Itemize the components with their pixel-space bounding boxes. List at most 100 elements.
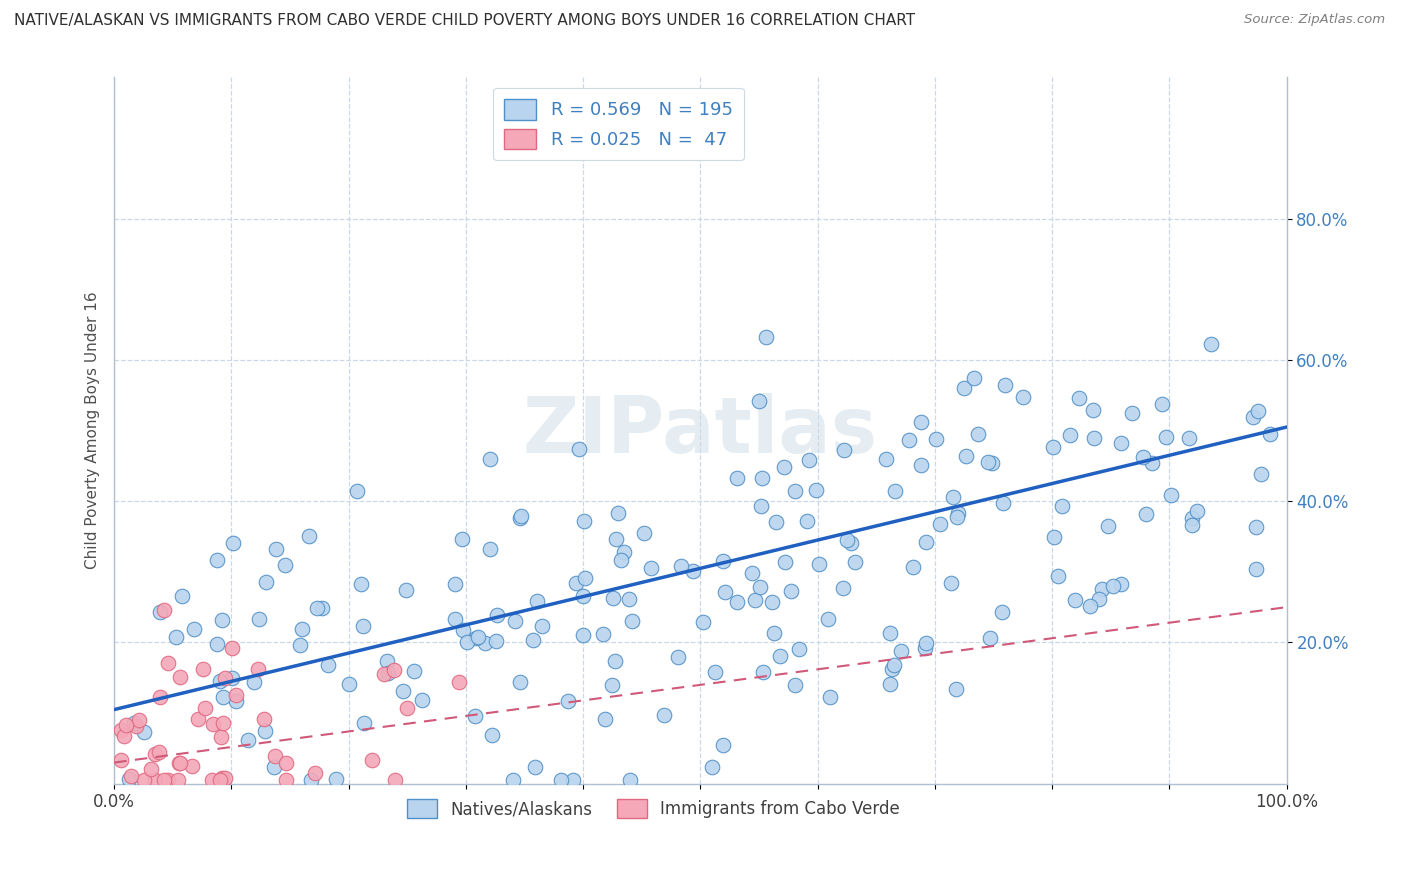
Point (502, 773, 524, 788)
Point (605, 532, 627, 546)
Point (610, 552, 633, 566)
Point (785, 483, 807, 498)
Point (247, 612, 270, 626)
Point (914, 640, 936, 655)
Point (485, 634, 508, 648)
Point (1109, 436, 1132, 450)
Point (1097, 519, 1119, 533)
Point (1043, 530, 1066, 544)
Point (875, 452, 897, 467)
Point (704, 665, 727, 680)
Point (202, 717, 225, 731)
Point (503, 614, 526, 628)
Point (201, 773, 224, 788)
Point (1241, 410, 1264, 425)
Point (1185, 504, 1208, 518)
Point (1042, 440, 1064, 454)
Point (118, 772, 141, 786)
Point (481, 728, 503, 742)
Point (375, 654, 398, 668)
Point (572, 628, 595, 642)
Point (225, 694, 247, 708)
Point (725, 595, 748, 609)
Point (384, 773, 406, 788)
Point (350, 576, 373, 591)
Point (783, 678, 806, 692)
Point (592, 627, 614, 641)
Point (682, 564, 704, 578)
Point (205, 637, 228, 651)
Point (149, 605, 172, 619)
Text: Source: ZipAtlas.com: Source: ZipAtlas.com (1244, 13, 1385, 27)
Point (276, 773, 298, 788)
Point (807, 557, 830, 571)
Point (1012, 390, 1035, 404)
Point (236, 733, 259, 747)
Point (266, 541, 288, 556)
Point (702, 760, 724, 774)
Point (1132, 450, 1154, 465)
Point (796, 514, 818, 528)
Point (456, 635, 478, 649)
Y-axis label: Child Poverty Among Boys Under 16: Child Poverty Among Boys Under 16 (86, 292, 100, 569)
Point (169, 670, 191, 684)
Point (574, 514, 596, 528)
Point (787, 642, 810, 657)
Point (744, 593, 766, 607)
Point (170, 590, 193, 604)
Point (391, 683, 413, 698)
Point (1244, 561, 1267, 575)
Point (946, 509, 969, 524)
Point (143, 773, 166, 788)
Point (254, 574, 277, 589)
Point (115, 718, 138, 732)
Point (915, 535, 938, 549)
Point (149, 690, 172, 704)
Point (1059, 427, 1081, 442)
Point (509, 674, 531, 689)
Point (711, 738, 734, 752)
Point (526, 593, 548, 607)
Point (1135, 507, 1157, 521)
Point (561, 773, 583, 788)
Point (879, 625, 901, 640)
Point (1152, 397, 1174, 411)
Point (221, 640, 243, 655)
Point (156, 656, 179, 670)
Point (1181, 517, 1204, 532)
Point (181, 759, 204, 773)
Point (884, 484, 907, 499)
Point (714, 585, 737, 599)
Point (530, 619, 553, 633)
Point (304, 765, 326, 780)
Point (980, 457, 1002, 471)
Point (208, 674, 231, 689)
Point (134, 725, 156, 739)
Point (165, 630, 187, 644)
Point (453, 624, 475, 638)
Point (274, 756, 297, 771)
Point (121, 769, 143, 783)
Point (994, 378, 1017, 392)
Point (479, 452, 502, 467)
Point (1142, 457, 1164, 471)
Point (1067, 392, 1090, 406)
Point (291, 622, 314, 636)
Point (620, 614, 643, 628)
Point (748, 580, 770, 594)
Point (214, 671, 236, 685)
Point (572, 590, 595, 604)
Point (377, 666, 399, 681)
Point (929, 516, 952, 531)
Point (382, 663, 405, 677)
Point (211, 613, 233, 627)
Point (352, 619, 374, 633)
Point (741, 566, 763, 581)
Point (941, 490, 963, 504)
Point (465, 631, 488, 645)
Point (110, 723, 132, 737)
Point (212, 690, 235, 705)
Point (883, 657, 905, 672)
Point (191, 662, 214, 676)
Point (574, 571, 596, 585)
